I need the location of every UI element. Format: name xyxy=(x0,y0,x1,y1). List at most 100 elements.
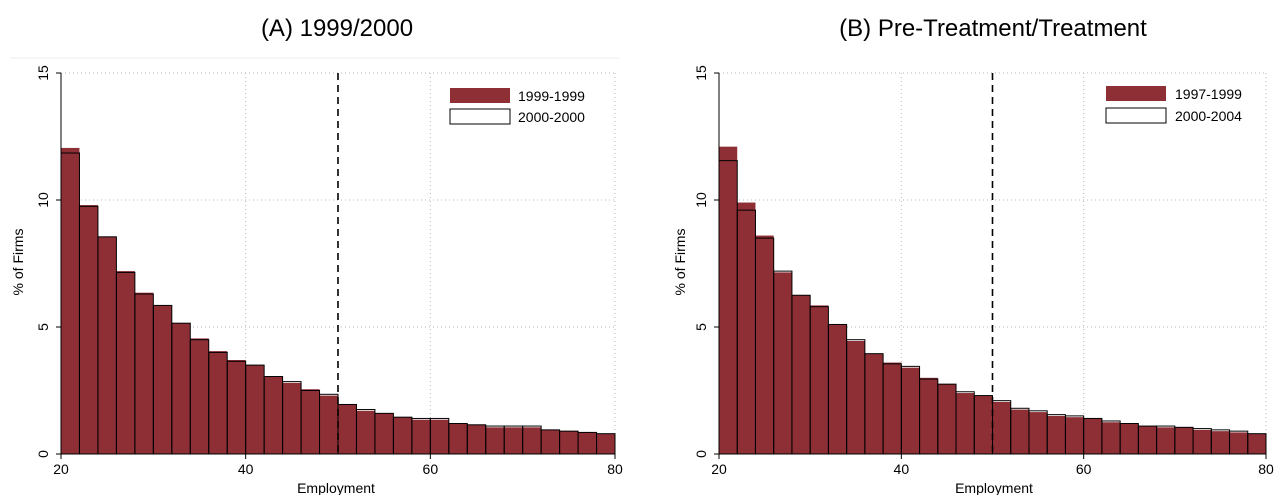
panel-b-bar-filled xyxy=(810,305,829,454)
panel-b-bar-filled xyxy=(1138,426,1157,454)
panel-a-legend-label-outline: 2000-2000 xyxy=(518,109,585,125)
panel-a-bars-filled xyxy=(61,147,615,454)
panel-b-legend: 1997-1999 2000-2004 xyxy=(1105,86,1242,124)
panel-b-bar-filled xyxy=(1047,415,1066,454)
panel-b-bar-filled xyxy=(755,235,774,454)
panel-a-legend: 1999-1999 2000-2000 xyxy=(449,88,585,125)
panel-a-x-tick-label: 80 xyxy=(607,461,623,477)
panel-a-bar-filled xyxy=(485,427,505,454)
panel-a-bar-filled xyxy=(134,292,154,454)
panel-a-bar-filled xyxy=(338,404,357,454)
panel-b-bar-filled xyxy=(956,393,975,454)
panel-b-legend-swatch-outline xyxy=(1105,107,1167,124)
panel-b-legend-label-filled: 1997-1999 xyxy=(1175,86,1242,102)
panel-a-bar-filled xyxy=(541,429,560,454)
panel-a-bar-filled xyxy=(448,423,468,454)
panel-a-bar-filled xyxy=(116,271,135,454)
panel-b-bar-filled xyxy=(1028,412,1048,454)
panel-a-bar-filled xyxy=(245,365,265,454)
panel-a-bar-filled xyxy=(467,424,486,454)
panel-b-x-axis-label: Employment xyxy=(955,480,1033,495)
panel-a-x-axis-label: Employment xyxy=(297,480,375,495)
panel-a-bar-filled xyxy=(301,389,320,454)
panel-b-bar-filled xyxy=(1083,418,1102,454)
panel-a-bar-filled xyxy=(282,382,302,454)
panel-a-bar-filled xyxy=(264,376,283,454)
panel-b-y-tick-label: 10 xyxy=(693,192,709,208)
panel-a-bar-filled xyxy=(374,413,394,454)
panel-a-x-tick-label: 20 xyxy=(53,461,69,477)
panel-b-bar-filled xyxy=(1101,422,1121,454)
panel-a-bar-filled xyxy=(504,427,523,454)
panel-a-x-tick-label: 60 xyxy=(423,461,439,477)
panel-b-bar-filled xyxy=(1174,427,1194,454)
panel-a-bar-filled xyxy=(393,417,412,454)
panel-b-bar-filled xyxy=(1156,427,1175,454)
panel-a-bar-filled xyxy=(522,427,542,454)
panel-b-bar-filled xyxy=(974,395,993,454)
panel-b-bar-filled xyxy=(883,362,902,454)
panel-a-x-tick-label: 40 xyxy=(238,461,254,477)
panel-b-bar-filled xyxy=(737,202,756,454)
panel-a-bar-filled xyxy=(171,323,191,454)
panel-a-legend-swatch-outline xyxy=(449,108,511,125)
panel-b-bar-filled xyxy=(1229,432,1248,454)
panel-a-bar-filled xyxy=(97,236,117,454)
panel-b-y-tick-label: 15 xyxy=(693,65,709,81)
panel-a-bar-filled xyxy=(411,419,431,454)
panel-a-bar-filled xyxy=(356,410,375,454)
panel-a-y-tick-label: 0 xyxy=(35,450,51,458)
panel-a-bar-filled xyxy=(578,432,597,454)
panel-b-bar-filled xyxy=(773,272,792,454)
panel-a-ticks: 20 40 60 80 0 5 10 15 xyxy=(35,65,623,477)
panel-b-bar-filled xyxy=(919,377,938,454)
panel-b: (B) Pre-Treatment/Treatment 20 40 60 80 0 5 10… xyxy=(672,15,1274,495)
panel-a-bar-filled xyxy=(153,305,172,454)
panel-b-x-tick-label: 20 xyxy=(711,461,727,477)
panel-b-bar-filled xyxy=(719,146,738,454)
panel-b-bar-filled xyxy=(1120,423,1139,454)
panel-b-bar-filled xyxy=(1247,433,1266,454)
panel-b-axes xyxy=(718,73,1266,455)
panel-a-legend-swatch-filled xyxy=(450,88,510,103)
panel-a-bar-filled xyxy=(190,338,209,454)
panel-b-bar-filled xyxy=(828,324,847,454)
panel-a-bar-filled xyxy=(559,431,579,454)
panel-a-legend-label-filled: 1999-1999 xyxy=(518,88,585,104)
panel-b-bar-filled xyxy=(1211,431,1230,454)
panel-b-title: (B) Pre-Treatment/Treatment xyxy=(839,15,1147,42)
panel-a-bar-filled xyxy=(319,395,338,454)
panel-b-bar-filled xyxy=(901,367,920,454)
panel-b-legend-label-outline: 2000-2004 xyxy=(1175,108,1242,124)
panel-a-bar-filled xyxy=(596,433,615,454)
panel-b-x-tick-label: 80 xyxy=(1258,461,1274,477)
panel-a-axes xyxy=(60,73,615,455)
panel-a-title: (A) 1999/2000 xyxy=(261,15,413,42)
panel-b-x-tick-label: 40 xyxy=(894,461,910,477)
panel-b-bars-filled xyxy=(719,146,1266,454)
panel-b-y-axis-label: % of Firms xyxy=(672,229,688,296)
panel-a-y-axis-label: % of Firms xyxy=(10,229,26,296)
panel-b-y-tick-label: 5 xyxy=(693,323,709,331)
panel-a-bar-filled xyxy=(61,147,80,454)
panel-a-bar-filled xyxy=(227,360,246,454)
panel-a-bar-filled xyxy=(430,419,449,454)
panel-b-y-tick-label: 0 xyxy=(693,450,709,458)
panel-b-x-tick-label: 60 xyxy=(1076,461,1092,477)
panel-b-bar-filled xyxy=(992,401,1011,454)
panel-a-y-tick-label: 10 xyxy=(35,192,51,208)
panel-b-bar-filled xyxy=(1193,429,1212,454)
panel-a-bar-filled xyxy=(208,351,228,454)
panel-a-bar-filled xyxy=(79,205,98,454)
panel-b-bar-filled xyxy=(791,295,811,454)
panel-a-y-tick-label: 5 xyxy=(35,323,51,331)
panel-b-legend-swatch-filled xyxy=(1106,86,1166,101)
panel-b-bar-filled xyxy=(846,340,865,454)
panel-b-bar-filled xyxy=(864,353,884,454)
panel-b-bar-filled xyxy=(1010,409,1029,454)
panel-b-bar-filled xyxy=(1065,417,1084,454)
panel-b-ticks: 20 40 60 80 0 5 10 15 xyxy=(693,65,1274,477)
panel-a-y-tick-label: 15 xyxy=(35,65,51,81)
